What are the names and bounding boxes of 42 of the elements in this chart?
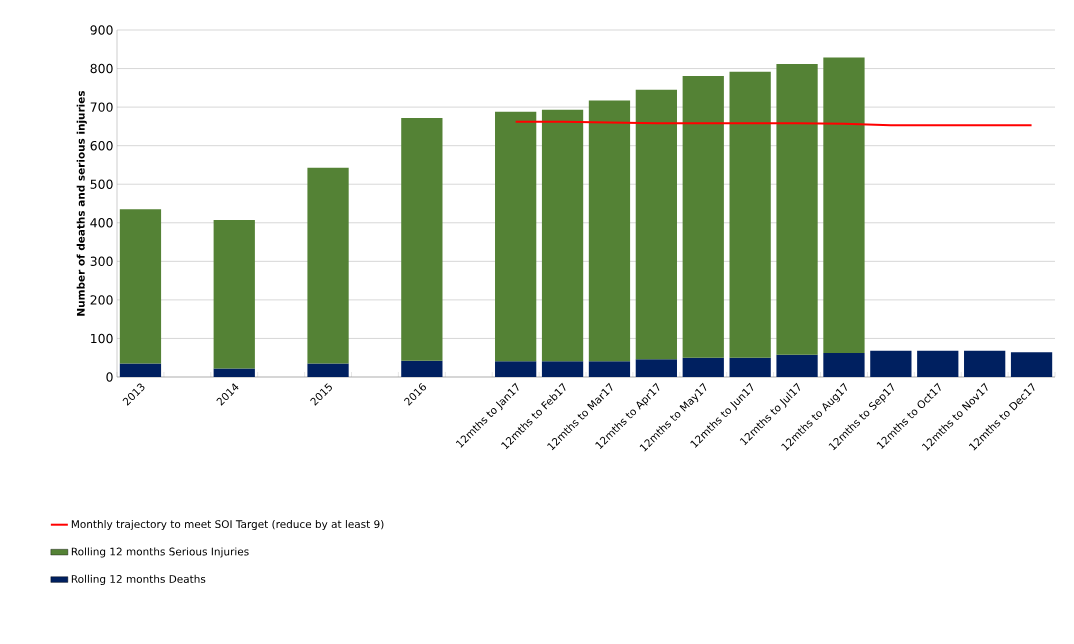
bar [307,363,349,377]
bar [776,63,818,355]
y-tick-label: 300 [90,256,113,267]
bar [1010,352,1053,377]
bar [917,350,959,377]
y-tick-label: 200 [90,295,113,305]
bar [495,111,537,362]
y-tick-label: 700 [90,102,113,112]
bar [119,363,162,377]
bar [541,361,584,377]
bar [307,167,349,364]
bar [635,89,677,360]
bar [541,109,584,362]
y-tick-label: 900 [90,25,113,35]
bar [588,100,631,362]
bar [213,368,255,377]
bar [729,71,771,358]
bar [964,350,1006,377]
bar [401,360,443,377]
bar [495,361,537,377]
y-tick-label: 100 [91,333,113,344]
bar [401,117,443,361]
bar [870,350,912,377]
y-tick-label: 400 [90,218,113,228]
bar [776,354,818,377]
y-tick-label: 0 [106,372,113,382]
bar [729,357,771,377]
y-tick-label: 800 [90,63,113,74]
legend-label: Rolling 12 months Deaths [71,574,206,585]
bar [823,57,865,354]
bar [682,357,724,377]
bar [635,359,677,377]
legend-label: Rolling 12 months Serious Injuries [71,547,249,558]
y-axis-title: Number of deaths and serious injuries [76,90,87,316]
bar [213,220,255,369]
bar [682,75,724,358]
bar [588,361,631,377]
bar [823,353,865,377]
y-tick-label: 500 [90,179,113,189]
y-tick-label: 600 [90,140,113,151]
legend-label: Monthly trajectory to meet SOI Target (reduce by at least 9) [71,519,384,531]
bar [119,209,162,364]
